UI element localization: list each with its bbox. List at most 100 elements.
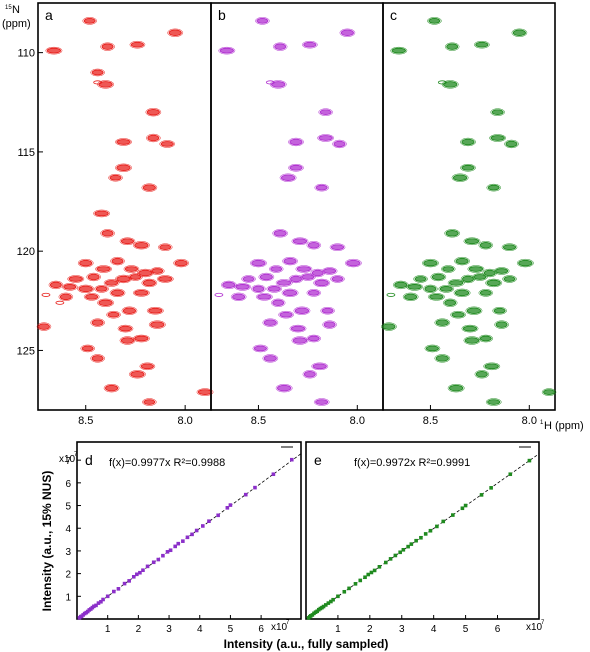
nmr-peak-contour — [139, 362, 156, 371]
nmr-peak — [307, 241, 320, 249]
nmr-peak-contour — [474, 40, 490, 49]
nmr-peak — [490, 135, 505, 141]
nmr-peak-contour — [275, 279, 293, 287]
nmr-peak — [276, 280, 292, 286]
nmr-peak — [110, 289, 125, 297]
nmr-peak — [38, 323, 50, 330]
nmr-peak-contour — [427, 293, 445, 301]
nmr-peak — [454, 289, 470, 297]
data-point — [122, 581, 127, 586]
nmr-peak-contour — [516, 258, 534, 268]
nmr-peak — [272, 299, 285, 307]
nmr-peak — [391, 47, 406, 54]
nmr-peak — [323, 268, 337, 274]
nmr-peak-contour — [218, 46, 236, 55]
nmr-peak — [158, 276, 173, 282]
nmr-peak-contour — [148, 320, 166, 329]
nmr-peak — [111, 257, 124, 265]
nmr-peak-weak — [265, 80, 275, 85]
nmr-peak — [444, 299, 457, 307]
nmr-peak-contour — [80, 344, 95, 353]
nmr-peak-contour — [94, 285, 109, 293]
nmr-peak — [495, 321, 508, 328]
nmr-peak-contour — [128, 370, 146, 379]
nmr-peak — [446, 43, 459, 50]
nmr-peak-contour — [132, 289, 150, 297]
nmr-peak — [59, 293, 72, 301]
nmr-spectrum-panel-a: a 8.5 8.0 110 115 120 125 — [17, 2, 214, 427]
panel-frame — [382, 2, 556, 411]
nmr-peak-contour — [115, 163, 132, 172]
nmr-peak-contour — [474, 370, 490, 379]
nmr-peak-contour — [427, 17, 442, 25]
nmr-peak-weak — [437, 80, 447, 85]
nmr-peak-contour — [478, 334, 494, 343]
nmr-peak-contour — [453, 288, 471, 298]
nmr-peak-contour — [83, 293, 100, 301]
nmr-peak — [303, 371, 316, 378]
nmr-peak-contour — [268, 265, 284, 273]
nmr-peak-contour — [156, 275, 174, 283]
data-point — [151, 560, 156, 565]
data-point — [289, 457, 294, 462]
panel-letter: a — [45, 7, 53, 23]
nmr-peak-contour — [146, 306, 164, 315]
scatter-y-multiplier: x10 — [59, 454, 76, 465]
data-point — [216, 513, 220, 518]
y-tick-label: 4 — [65, 524, 71, 535]
nmr-peak — [134, 290, 149, 296]
y-tick-label: 5 — [65, 502, 71, 513]
nmr-peak-contour — [321, 267, 338, 275]
nmr-peak-contour — [313, 278, 331, 288]
nmr-peak-contour — [77, 258, 94, 268]
nmr-peak — [340, 29, 354, 37]
nmr-peak — [151, 268, 164, 274]
nmr-peak-contour — [132, 334, 150, 343]
data-point — [331, 597, 335, 602]
data-point — [398, 550, 402, 555]
nmr-peak — [462, 325, 478, 332]
data-point — [101, 597, 105, 602]
nmr-peak-contour — [302, 40, 318, 49]
nmr-peak-contour — [158, 243, 173, 251]
nmr-peak — [502, 244, 517, 251]
data-point — [135, 572, 139, 577]
nmr-peak — [455, 257, 469, 265]
nmr-peak-contour — [329, 243, 346, 251]
data-point — [366, 572, 371, 577]
nmr-peak — [257, 293, 272, 300]
data-point — [228, 503, 233, 507]
nmr-peak-contour — [511, 28, 528, 37]
data-point — [393, 553, 398, 558]
nmr-peak — [124, 266, 139, 272]
fit-equation: f(x)=0.9977x R²=0.9988 — [109, 457, 225, 469]
x-tick-label: 8.0 — [350, 415, 365, 427]
nmr-peak — [159, 244, 172, 251]
nmr-peak-contour — [146, 133, 161, 143]
nmr-peak-contour — [320, 306, 335, 315]
nmr-peak-contour — [90, 68, 105, 77]
data-point — [112, 589, 116, 594]
data-point — [479, 493, 484, 497]
panel-letter: e — [314, 452, 322, 468]
data-point — [201, 524, 205, 528]
nmr-peak — [120, 238, 135, 245]
nmr-peak — [394, 281, 408, 289]
nmr-peak — [452, 174, 468, 181]
nmr-peak-weak — [386, 292, 396, 297]
nmr-peak — [174, 259, 188, 267]
nmr-peak — [235, 284, 250, 290]
data-point — [168, 548, 173, 553]
nmr-peak-contour — [444, 42, 460, 51]
nmr-peak-contour — [252, 344, 269, 353]
panel-letter: d — [85, 452, 93, 468]
scatter-x-multiplier-d-exp: 7 — [286, 620, 290, 626]
nmr-peak — [142, 279, 156, 287]
y-tick-label: 125 — [17, 345, 35, 357]
nmr-peak-weak — [55, 300, 65, 305]
nmr-peak-contour — [493, 267, 510, 275]
nmr-peak — [253, 345, 267, 352]
nmr-peak-contour — [278, 310, 294, 319]
nmr-peak — [222, 281, 236, 289]
nmr-peak — [475, 41, 489, 48]
